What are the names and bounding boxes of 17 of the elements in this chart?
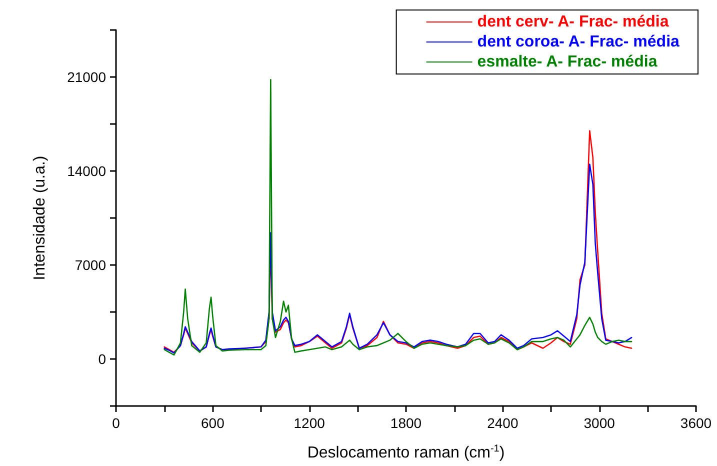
x-tick-label: 3000 <box>584 415 616 431</box>
y-tick-label: 0 <box>98 351 106 367</box>
y-tick-label: 7000 <box>74 257 106 273</box>
x-tick-label: 3600 <box>680 415 712 431</box>
legend-label: dent coroa- A- Frac- média <box>477 34 680 50</box>
line-series <box>164 79 632 356</box>
x-tick-label: 2400 <box>487 415 518 431</box>
y-tick-label: 14000 <box>67 163 106 179</box>
x-tick-label: 600 <box>200 415 225 431</box>
x-tick-label: 1200 <box>294 415 326 431</box>
y-axis-title: Intensidade (u.a.) <box>32 156 48 280</box>
x-tick-label: 1800 <box>390 415 422 431</box>
legend-label: esmalte- A- Frac- média <box>477 54 658 70</box>
x-tick-label: 0 <box>112 415 120 431</box>
line-series <box>164 164 632 354</box>
legend-label: dent cerv- A- Frac- média <box>477 14 669 30</box>
y-tick-label: 21000 <box>67 69 106 85</box>
